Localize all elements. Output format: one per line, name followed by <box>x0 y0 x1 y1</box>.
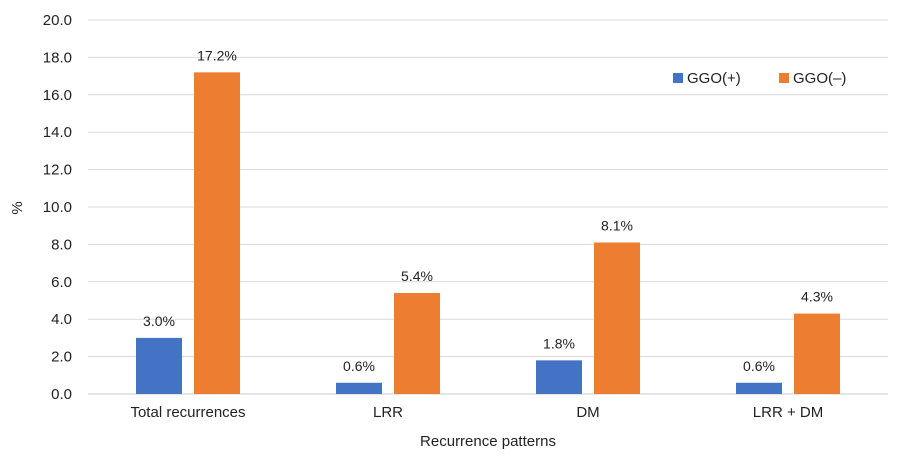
bar <box>336 382 382 394</box>
legend-label: GGO(–) <box>793 70 846 87</box>
y-tick-label: 18.0 <box>43 49 72 66</box>
legend-swatch <box>779 73 789 83</box>
y-axis-title: % <box>9 201 26 214</box>
y-tick-label: 14.0 <box>43 124 72 141</box>
data-label: 5.4% <box>401 268 433 284</box>
legend-label: GGO(+) <box>687 70 741 87</box>
y-tick-label: 16.0 <box>43 87 72 104</box>
data-label: 0.6% <box>343 358 375 374</box>
y-tick-label: 4.0 <box>51 311 72 328</box>
data-label: 1.8% <box>543 335 575 351</box>
y-axis-ticks: 0.0 2.0 4.0 6.0 8.0 10.0 12.0 14.0 16.0 18.0 20.0 <box>43 12 72 403</box>
x-category-label: Total recurrences <box>130 404 245 421</box>
y-tick-label: 0.0 <box>51 386 72 403</box>
y-tick-label: 20.0 <box>43 12 72 29</box>
y-tick-label: 2.0 <box>51 349 72 366</box>
y-tick-label: 8.0 <box>51 236 72 253</box>
x-category-label: DM <box>576 404 599 421</box>
bar <box>194 72 240 395</box>
bar <box>794 313 840 394</box>
legend-swatch <box>673 73 683 83</box>
bar <box>736 382 782 394</box>
bars <box>136 72 840 395</box>
data-label: 17.2% <box>197 47 237 63</box>
y-tick-label: 10.0 <box>43 199 72 216</box>
y-tick-label: 6.0 <box>51 274 72 291</box>
data-label: 0.6% <box>743 358 775 374</box>
data-label: 3.0% <box>143 313 175 329</box>
x-axis-title: Recurrence patterns <box>420 433 556 450</box>
data-labels: 3.0% 17.2% 0.6% 5.4% 1.8% 8.1% 0.6% 4.3% <box>143 47 833 373</box>
x-category-label: LRR + DM <box>753 404 823 421</box>
data-label: 8.1% <box>601 218 633 234</box>
bar <box>536 360 582 394</box>
legend: GGO(+) GGO(–) <box>673 70 846 87</box>
y-tick-label: 12.0 <box>43 162 72 179</box>
x-category-label: LRR <box>373 404 403 421</box>
bar <box>136 337 182 394</box>
bar <box>394 293 440 394</box>
bar <box>594 242 640 394</box>
data-label: 4.3% <box>801 289 833 305</box>
x-axis-categories: Total recurrences LRR DM LRR + DM <box>130 404 823 421</box>
